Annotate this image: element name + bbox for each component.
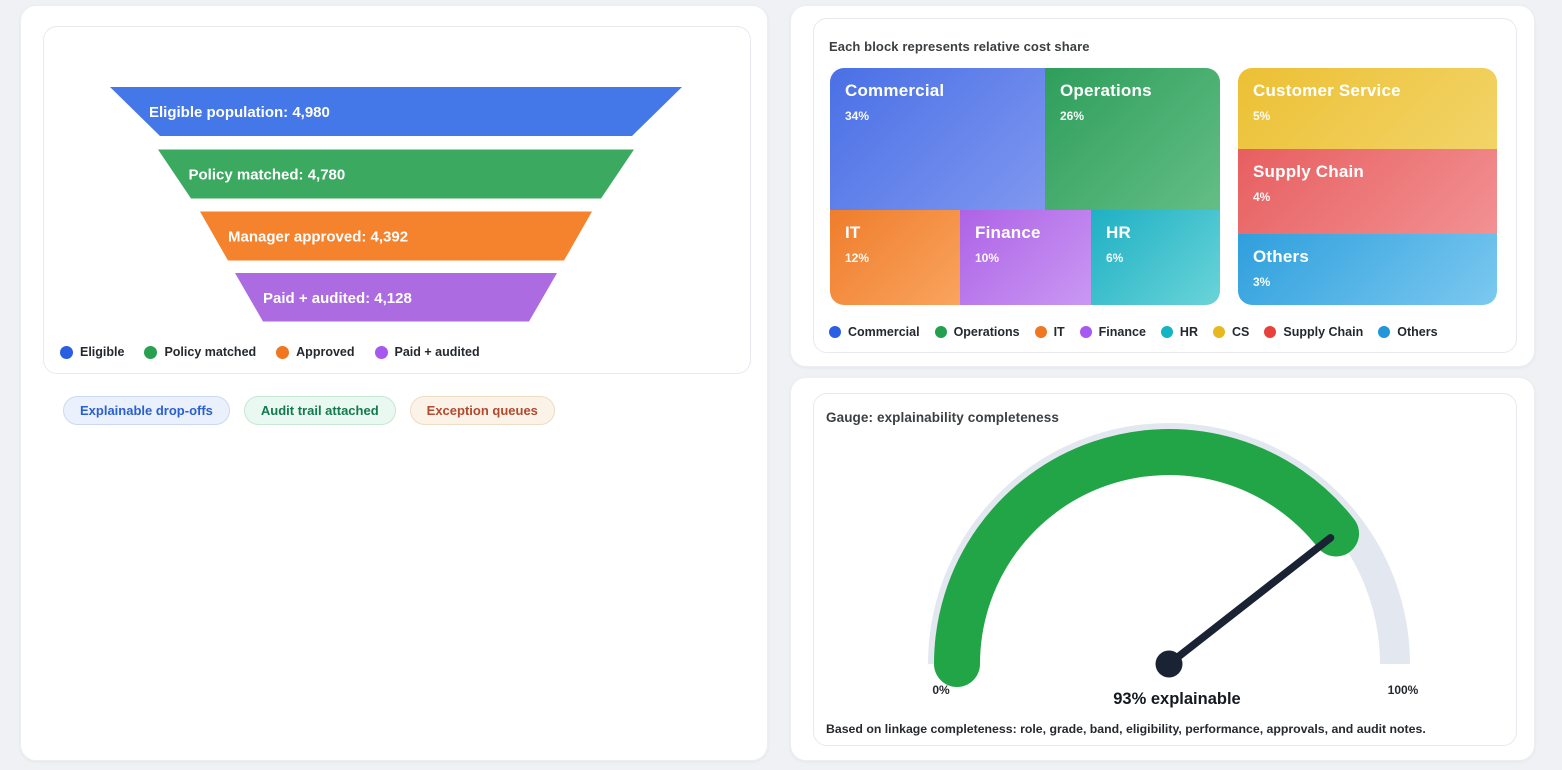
treemap-group-side: Customer Service 5% Supply Chain 4% Others 3%	[1238, 68, 1497, 305]
treemap-block-percent: 12%	[845, 251, 870, 265]
treemap-block-percent: 5%	[1253, 109, 1271, 123]
funnel-chart: Eligible population: 4,980 Policy matched…	[110, 87, 682, 322]
badge-row: Explainable drop-offs Audit trail attache…	[63, 396, 555, 425]
treemap-block-name: IT	[845, 223, 861, 242]
gauge-chart	[928, 423, 1410, 687]
legend-label: Paid + audited	[394, 345, 480, 359]
legend-item[interactable]: Approved	[276, 345, 355, 359]
status-badge[interactable]: Exception queues	[409, 396, 555, 425]
legend-dot-icon	[374, 345, 388, 359]
treemap-block-percent: 4%	[1253, 190, 1271, 204]
legend-dot-icon	[1212, 326, 1225, 338]
treemap-block-name: Commercial	[845, 81, 945, 100]
treemap-block-percent: 6%	[1106, 251, 1124, 265]
legend-label: Approved	[296, 345, 355, 359]
treemap-block-others[interactable]: Others 3%	[1238, 234, 1497, 305]
funnel-stage-label: Manager approved: 4,392	[228, 229, 408, 246]
treemap-block-name: Others	[1253, 247, 1309, 266]
legend-item[interactable]: Others	[1378, 325, 1438, 339]
treemap-block-name: Customer Service	[1253, 81, 1401, 100]
legend-item[interactable]: Eligible	[60, 345, 124, 359]
funnel-stage[interactable]	[200, 211, 592, 261]
legend-item[interactable]: CS	[1212, 325, 1250, 339]
legend-dot-icon	[829, 326, 841, 338]
legend-label: Others	[1397, 325, 1438, 339]
treemap-block-operations[interactable]: Operations 26%	[1045, 68, 1220, 210]
treemap-block-percent: 26%	[1060, 109, 1085, 123]
legend-dot-icon	[1079, 326, 1092, 338]
treemap-block-supply[interactable]: Supply Chain 4%	[1238, 149, 1497, 234]
funnel-stage-label: Policy matched: 4,780	[189, 167, 346, 184]
legend-dot-icon	[144, 345, 158, 359]
funnel-legend: Eligible Policy matched Approved Paid + aud…	[60, 345, 480, 359]
legend-dot-icon	[276, 345, 290, 359]
legend-item[interactable]: Supply Chain	[1264, 325, 1363, 339]
treemap-title: Each block represents relative cost shar…	[829, 39, 1090, 54]
treemap-panel: Each block represents relative cost shar…	[813, 18, 1517, 353]
treemap-block-name: Operations	[1060, 81, 1152, 100]
gauge-min-label: 0%	[932, 683, 950, 697]
funnel-stage[interactable]	[158, 149, 634, 199]
legend-label: IT	[1053, 325, 1065, 339]
legend-label: Supply Chain	[1283, 325, 1364, 339]
funnel-stage[interactable]	[110, 87, 682, 136]
gauge-card: Gauge: explainability completeness 0% 10…	[790, 377, 1535, 761]
legend-dot-icon	[934, 326, 947, 338]
gauge-needle	[1165, 534, 1335, 668]
legend-label: Policy matched	[164, 345, 257, 359]
gauge-value-label: 93% explainable	[1113, 690, 1241, 708]
treemap-block-finance[interactable]: Finance 10%	[960, 210, 1091, 305]
legend-dot-icon	[1160, 326, 1173, 338]
treemap-block-hr[interactable]: HR 6%	[1091, 210, 1220, 305]
legend-dot-icon	[1378, 326, 1391, 338]
legend-item[interactable]: Policy matched	[144, 345, 256, 359]
legend-dot-icon	[1264, 326, 1277, 338]
treemap-card: Each block represents relative cost shar…	[790, 5, 1535, 367]
legend-dot-icon	[1034, 326, 1047, 338]
legend-label: Eligible	[80, 345, 125, 359]
treemap-block-name: Finance	[975, 223, 1041, 242]
treemap-block-cs[interactable]: Customer Service 5%	[1238, 68, 1497, 149]
funnel-stage[interactable]	[235, 273, 557, 322]
treemap-block-it[interactable]: IT 12%	[830, 210, 960, 305]
gauge-panel: Gauge: explainability completeness 0% 10…	[813, 393, 1517, 746]
treemap-block-percent: 3%	[1253, 275, 1271, 289]
legend-label: HR	[1179, 325, 1198, 339]
legend-label: CS	[1231, 325, 1250, 339]
treemap-legend: Commercial Operations IT Finance HR CS Supply …	[829, 325, 1438, 339]
funnel-stage-label: Eligible population: 4,980	[149, 104, 330, 121]
funnel-card: Eligible population: 4,980 Policy matched…	[20, 5, 768, 761]
legend-label: Operations	[953, 325, 1020, 339]
treemap-block-commercial[interactable]: Commercial 34%	[830, 68, 1045, 210]
legend-item[interactable]: Operations	[934, 325, 1020, 339]
status-badge[interactable]: Audit trail attached	[243, 396, 396, 425]
gauge-caption: Based on linkage completeness: role, gra…	[826, 722, 1426, 736]
funnel-panel: Eligible population: 4,980 Policy matched…	[43, 26, 751, 374]
legend-item[interactable]: HR	[1160, 325, 1198, 339]
treemap-block-name: HR	[1106, 223, 1131, 242]
legend-item[interactable]: Paid + audited	[374, 345, 480, 359]
gauge-pivot	[1155, 650, 1183, 678]
legend-label: Commercial	[848, 325, 920, 339]
gauge-title: Gauge: explainability completeness	[826, 410, 1059, 425]
treemap-block-percent: 10%	[975, 251, 1000, 265]
legend-label: Finance	[1098, 325, 1146, 339]
legend-item[interactable]: IT	[1034, 325, 1065, 339]
legend-dot-icon	[60, 345, 73, 359]
gauge-max-label: 100%	[1387, 683, 1419, 697]
legend-item[interactable]: Commercial	[829, 325, 920, 339]
treemap-block-name: Supply Chain	[1253, 162, 1365, 181]
treemap-group-main: Commercial 34% Operations 26% IT 12% Finance 10…	[830, 68, 1220, 305]
status-badge[interactable]: Explainable drop-offs	[63, 396, 230, 425]
legend-item[interactable]: Finance	[1079, 325, 1146, 339]
treemap-block-percent: 34%	[845, 109, 870, 123]
funnel-stage-label: Paid + audited: 4,128	[263, 290, 412, 307]
gauge-progress-arc	[934, 429, 1360, 687]
